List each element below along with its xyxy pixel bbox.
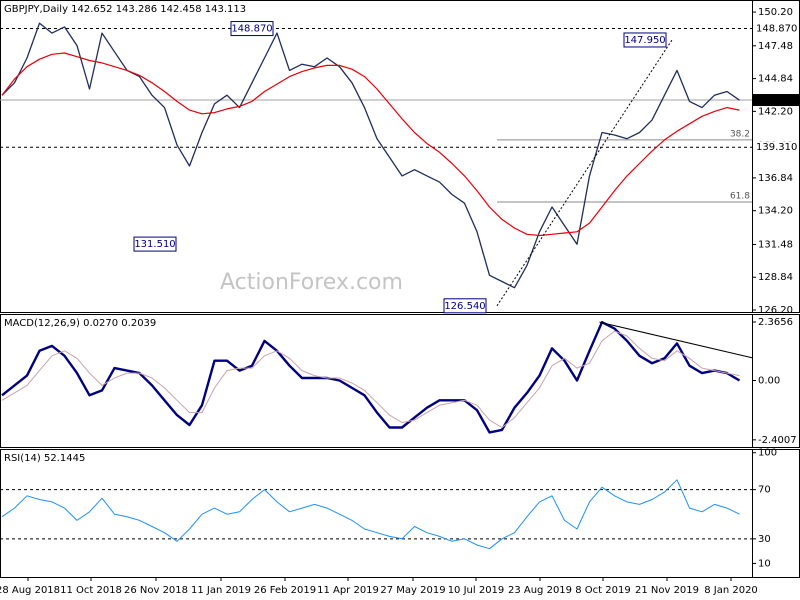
y-tick-label: 142.20 [758, 106, 793, 117]
y-tick-label: 10 [758, 558, 771, 569]
y-tick-label: 2.3656 [758, 317, 793, 328]
series-line [1, 52, 740, 237]
x-tick-label: 10 Jul 2019 [448, 585, 505, 596]
series-line [1, 330, 740, 428]
x-tick-label: 11 Jan 2019 [191, 585, 251, 596]
x-tick-label: 26 Feb 2019 [254, 585, 316, 596]
y-tick-label: 128.84 [758, 272, 793, 283]
level-label: 148.870 [756, 24, 797, 35]
x-tick-label: 26 Nov 2018 [124, 585, 188, 596]
series-line [1, 321, 741, 434]
trendline [599, 321, 753, 359]
y-tick-label: 0.00 [758, 376, 780, 387]
level-label: 139.310 [756, 142, 797, 153]
x-tick-label: 8 Oct 2019 [575, 585, 630, 596]
y-tick-label: 134.20 [758, 206, 793, 217]
fib-ratio: 38.2 [730, 129, 750, 139]
x-tick-label: 28 Aug 2018 [0, 585, 60, 596]
y-tick-label: 30 [758, 534, 771, 545]
panel-title: MACD(12,26,9) 0.0270 0.2039 [4, 318, 156, 329]
y-tick-label: 70 [758, 485, 771, 496]
price-label: 126.540 [444, 301, 485, 312]
price-label-box [623, 32, 667, 48]
level-label-box [753, 94, 799, 107]
price-label-box [230, 21, 274, 37]
y-tick-label: 147.48 [758, 41, 793, 52]
trendline [496, 39, 673, 307]
y-tick-label: -2.4007 [758, 435, 797, 446]
series-line [1, 22, 740, 289]
fib-ratio: 61.8 [730, 191, 750, 201]
price-label-box [133, 236, 177, 252]
series-line [1, 479, 740, 550]
watermark: ActionForex.com [220, 270, 403, 295]
y-tick-label: 126.20 [758, 305, 793, 316]
price-label-box [443, 298, 487, 314]
x-tick-label: 11 Oct 2018 [60, 585, 122, 596]
y-tick-label: 131.48 [758, 239, 793, 250]
y-tick-label: 150.20 [758, 7, 793, 18]
y-tick-label: 136.84 [758, 173, 793, 184]
y-tick-label: 144.84 [758, 74, 793, 85]
x-tick-label: 11 Apr 2019 [317, 585, 379, 596]
level-label-box [753, 141, 799, 154]
panel-title: RSI(14) 52.1445 [4, 453, 85, 464]
x-tick-label: 8 Jan 2020 [704, 585, 758, 596]
level-label-box [753, 22, 799, 35]
x-tick-label: 21 Nov 2019 [635, 585, 699, 596]
price-label: 148.870 [231, 24, 272, 35]
panel-title: GBPJPY,Daily 142.652 143.286 142.458 143… [4, 4, 246, 15]
price-label: 147.950 [624, 35, 665, 46]
level-label: 143.113 [756, 95, 797, 106]
x-tick-label: 27 May 2019 [380, 585, 445, 596]
price-label: 131.510 [134, 239, 175, 250]
x-tick-label: 23 Aug 2019 [508, 585, 572, 596]
y-tick-label: 100 [758, 448, 777, 459]
